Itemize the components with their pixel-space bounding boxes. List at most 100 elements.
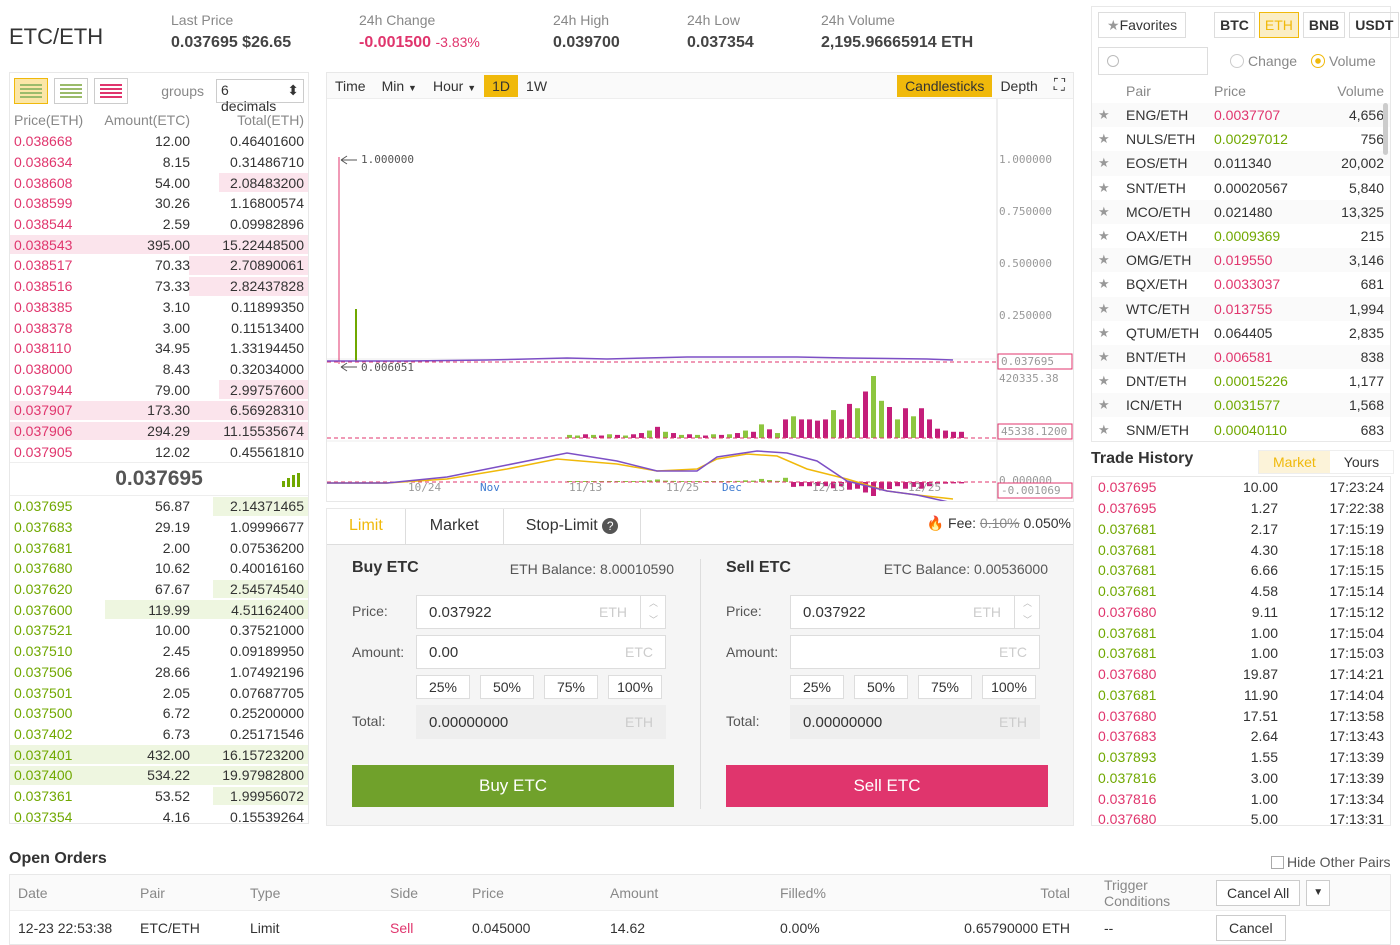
decimals-select[interactable]: 6 decimals ⬍ xyxy=(216,79,304,114)
bid-row[interactable]: 0.037680 10.62 0.40016160 xyxy=(10,558,308,579)
ask-row[interactable]: 0.037944 79.00 2.99757600 xyxy=(10,379,308,400)
star-icon[interactable]: ★ xyxy=(1098,324,1110,340)
star-icon[interactable]: ★ xyxy=(1098,131,1110,147)
market-row[interactable]: ★ ENG/ETH 0.0037707 4,656 xyxy=(1092,103,1390,128)
sort-change-radio[interactable]: Change xyxy=(1230,53,1297,69)
sell-total-input[interactable]: 0.00000000 ETH xyxy=(790,705,1040,739)
tab-stop-limit[interactable]: Stop-Limit ? xyxy=(504,509,642,544)
hide-other-pairs[interactable]: Hide Other Pairs xyxy=(1271,854,1390,870)
bid-row[interactable]: 0.037501 2.05 0.07687705 xyxy=(10,682,308,703)
ask-row[interactable]: 0.038599 30.26 1.16800574 xyxy=(10,193,308,214)
interval-1w[interactable]: 1W xyxy=(526,77,548,94)
sell-price-input[interactable]: 0.037922 ETH xyxy=(790,595,1040,629)
ask-row[interactable]: 0.037907 173.30 6.56928310 xyxy=(10,400,308,421)
buy-total-input[interactable]: 0.00000000 ETH xyxy=(416,705,666,739)
star-icon[interactable]: ★ xyxy=(1098,228,1110,244)
tab-bnb[interactable]: BNB xyxy=(1302,12,1346,38)
star-icon[interactable]: ★ xyxy=(1098,203,1110,219)
bid-row[interactable]: 0.037683 29.19 1.09996677 xyxy=(10,517,308,538)
market-row[interactable]: ★ WTC/ETH 0.013755 1,994 xyxy=(1092,296,1390,321)
bid-row[interactable]: 0.037510 2.45 0.09189950 xyxy=(10,641,308,662)
bid-row[interactable]: 0.037506 28.66 1.07492196 xyxy=(10,662,308,683)
bid-row[interactable]: 0.037695 56.87 2.14371465 xyxy=(10,496,308,517)
ask-row[interactable]: 0.038000 8.43 0.32034000 xyxy=(10,359,308,380)
bid-row[interactable]: 0.037521 10.00 0.37521000 xyxy=(10,620,308,641)
market-row[interactable]: ★ NULS/ETH 0.00297012 756 xyxy=(1092,127,1390,151)
market-row[interactable]: ★ EOS/ETH 0.011340 20,002 xyxy=(1092,151,1390,176)
bid-row[interactable]: 0.037620 67.67 2.54574540 xyxy=(10,579,308,600)
pct-50-button[interactable]: 50% xyxy=(854,675,908,699)
ask-row[interactable]: 0.038517 70.33 2.70890061 xyxy=(10,255,308,276)
chevron-down-icon[interactable]: ﹀ xyxy=(1022,615,1032,625)
market-search-input[interactable] xyxy=(1098,47,1208,75)
view-both-button[interactable] xyxy=(14,78,48,104)
star-icon[interactable]: ★ xyxy=(1098,300,1110,316)
view-bids-button[interactable] xyxy=(54,78,88,104)
ask-row[interactable]: 0.038378 3.00 0.11513400 xyxy=(10,317,308,338)
ask-row[interactable]: 0.038516 73.33 2.82437828 xyxy=(10,276,308,297)
market-row[interactable]: ★ ICN/ETH 0.0031577 1,568 xyxy=(1092,393,1390,418)
star-icon[interactable]: ★ xyxy=(1098,373,1110,389)
sell-price-stepper[interactable]: ︿ ﹀ xyxy=(1014,595,1040,629)
pct-50-button[interactable]: 50% xyxy=(480,675,534,699)
tab-usdt[interactable]: USDT xyxy=(1349,12,1400,38)
sell-button[interactable]: Sell ETC xyxy=(726,765,1048,807)
bid-row[interactable]: 0.037361 53.52 1.99956072 xyxy=(10,786,308,807)
market-row[interactable]: ★ SNT/ETH 0.00020567 5,840 xyxy=(1092,176,1390,200)
ask-row[interactable]: 0.038543 395.00 15.22448500 xyxy=(10,234,308,255)
favorites-tab[interactable]: ★Favorites xyxy=(1098,12,1187,38)
interval-1d[interactable]: 1D xyxy=(484,74,519,97)
star-icon[interactable]: ★ xyxy=(1098,179,1110,195)
ask-row[interactable]: 0.037906 294.29 11.15535674 xyxy=(10,421,308,442)
view-depth[interactable]: Depth xyxy=(1000,77,1038,94)
tab-market-trades[interactable]: Market xyxy=(1259,451,1330,473)
chevron-up-icon[interactable]: ︿ xyxy=(648,598,658,608)
interval-min[interactable]: Min ▼ xyxy=(374,75,425,97)
ask-row[interactable]: 0.038634 8.15 0.31486710 xyxy=(10,152,308,173)
buy-price-stepper[interactable]: ︿ ﹀ xyxy=(640,595,666,629)
chart-canvas[interactable]: 1.000000 0.750000 0.500000 0.250000 1.00… xyxy=(327,99,1073,501)
ask-row[interactable]: 0.038110 34.95 1.33194450 xyxy=(10,338,308,359)
cancel-order-button[interactable]: Cancel xyxy=(1216,915,1286,941)
ask-row[interactable]: 0.038608 54.00 2.08483200 xyxy=(10,172,308,193)
cancel-all-button[interactable]: Cancel All xyxy=(1216,879,1301,906)
market-row[interactable]: ★ QTUM/ETH 0.064405 2,835 xyxy=(1092,321,1390,345)
buy-button[interactable]: Buy ETC xyxy=(352,765,674,807)
tab-eth[interactable]: ETH xyxy=(1258,12,1299,38)
star-icon[interactable]: ★ xyxy=(1098,252,1110,268)
scrollbar[interactable] xyxy=(1383,103,1388,155)
market-row[interactable]: ★ DNT/ETH 0.00015226 1,177 xyxy=(1092,369,1390,393)
interval-hour[interactable]: Hour ▼ xyxy=(425,75,484,97)
star-icon[interactable]: ★ xyxy=(1098,276,1110,292)
ask-row[interactable]: 0.038385 3.10 0.11899350 xyxy=(10,297,308,318)
pct-25-button[interactable]: 25% xyxy=(790,675,844,699)
pct-100-button[interactable]: 100% xyxy=(982,675,1036,699)
checkbox-icon[interactable] xyxy=(1271,855,1284,869)
pct-75-button[interactable]: 75% xyxy=(918,675,972,699)
sort-volume-radio[interactable]: Volume xyxy=(1311,53,1376,69)
star-icon[interactable]: ★ xyxy=(1098,348,1110,364)
market-row[interactable]: ★ OMG/ETH 0.019550 3,146 xyxy=(1092,248,1390,273)
star-icon[interactable]: ★ xyxy=(1098,397,1110,413)
tab-limit[interactable]: Limit xyxy=(327,509,406,544)
buy-price-input[interactable]: 0.037922 ETH xyxy=(416,595,666,629)
tab-market[interactable]: Market xyxy=(406,509,504,544)
bid-row[interactable]: 0.037402 6.73 0.25171546 xyxy=(10,724,308,745)
chevron-up-icon[interactable]: ︿ xyxy=(1022,598,1032,608)
market-row[interactable]: ★ MCO/ETH 0.021480 13,325 xyxy=(1092,199,1390,224)
star-icon[interactable]: ★ xyxy=(1098,421,1110,437)
tab-your-trades[interactable]: Yours xyxy=(1343,454,1380,470)
pct-75-button[interactable]: 75% xyxy=(544,675,598,699)
bid-row[interactable]: 0.037354 4.16 0.15539264 xyxy=(10,806,308,823)
bid-row[interactable]: 0.037500 6.72 0.25200000 xyxy=(10,703,308,724)
market-row[interactable]: ★ BQX/ETH 0.0033037 681 xyxy=(1092,272,1390,296)
bid-row[interactable]: 0.037600 119.99 4.51162400 xyxy=(10,599,308,620)
sell-amount-input[interactable]: ETC xyxy=(790,635,1040,669)
market-row[interactable]: ★ SNM/ETH 0.00040110 683 xyxy=(1092,417,1390,441)
buy-amount-input[interactable]: 0.00 ETC xyxy=(416,635,666,669)
fullscreen-icon[interactable]: ⛶ xyxy=(1053,76,1065,94)
bid-row[interactable]: 0.037681 2.00 0.07536200 xyxy=(10,537,308,558)
star-icon[interactable]: ★ xyxy=(1098,107,1110,123)
chevron-down-icon[interactable]: ﹀ xyxy=(648,615,658,625)
pct-100-button[interactable]: 100% xyxy=(608,675,662,699)
